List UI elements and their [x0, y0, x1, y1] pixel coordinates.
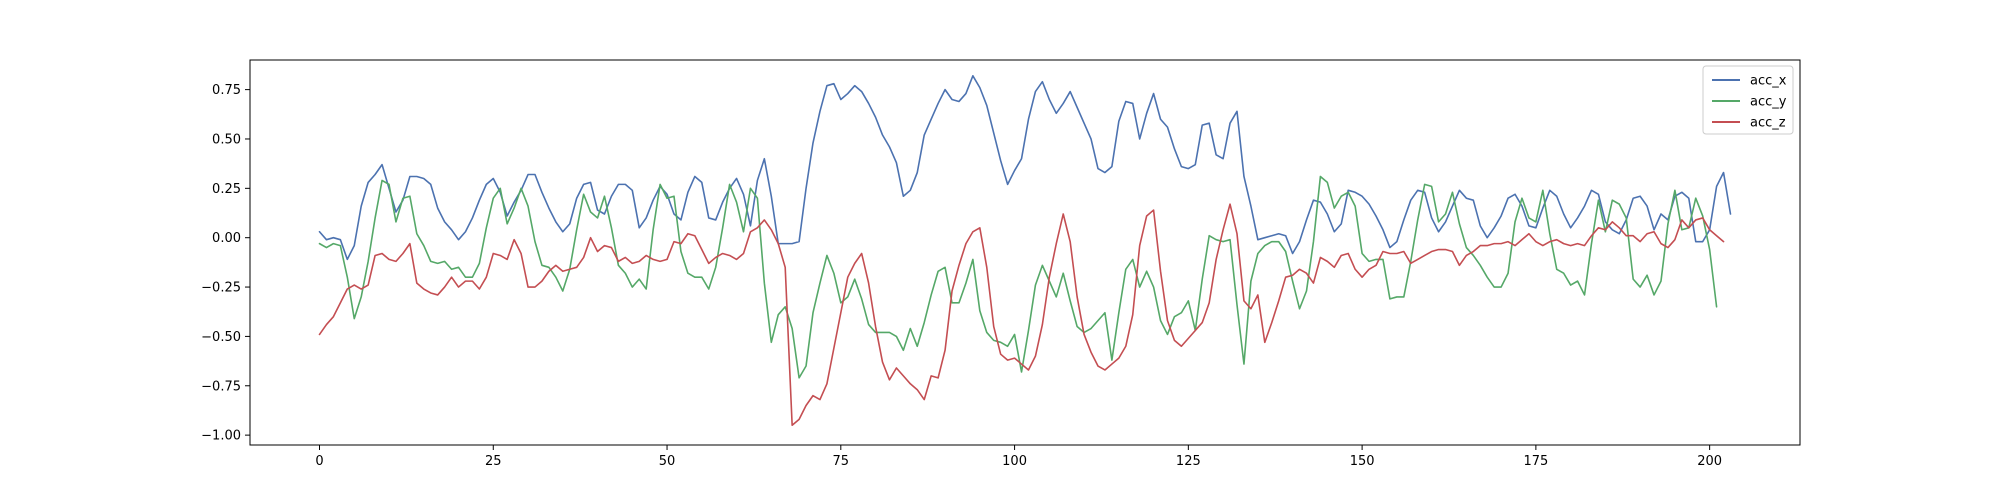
x-tick-label: 200: [1697, 454, 1722, 469]
x-tick-label: 150: [1350, 454, 1375, 469]
x-tick-label: 75: [833, 454, 850, 469]
x-tick-label: 175: [1523, 454, 1548, 469]
plot-area-frame: [249, 59, 1801, 446]
series-line-acc-z: [318, 203, 1725, 427]
y-tick-label: −0.50: [201, 330, 241, 345]
legend-label-acc-z: acc_z: [1750, 116, 1786, 131]
x-axis: 0 25 50 75 100 125 150 175 200: [315, 445, 1722, 469]
y-tick-label: 0.50: [212, 132, 241, 147]
series-layer: [318, 74, 1732, 427]
y-tick-label: 0.25: [212, 182, 241, 197]
legend-label-acc-y: acc_y: [1750, 95, 1787, 110]
y-tick-label: −1.00: [201, 429, 241, 444]
series-line-acc-x: [318, 74, 1732, 261]
y-tick-label: 0.75: [212, 83, 241, 98]
legend-box: [1702, 65, 1794, 135]
y-tick-label: −0.75: [201, 379, 241, 394]
x-tick-label: 100: [1002, 454, 1027, 469]
x-tick-label: 125: [1176, 454, 1201, 469]
y-tick-label: −0.25: [201, 281, 241, 296]
y-tick-label: 0.00: [212, 231, 241, 246]
legend-label-acc-x: acc_x: [1750, 74, 1787, 89]
series-line-acc-y: [318, 175, 1718, 379]
x-tick-label: 25: [485, 454, 502, 469]
legend: acc_x acc_y acc_z: [1702, 65, 1794, 135]
y-axis: −1.00 −0.75 −0.50 −0.25 0.00 0.25 0.50 0.75: [201, 83, 250, 444]
x-tick-label: 50: [659, 454, 676, 469]
x-tick-label: 0: [315, 454, 323, 469]
